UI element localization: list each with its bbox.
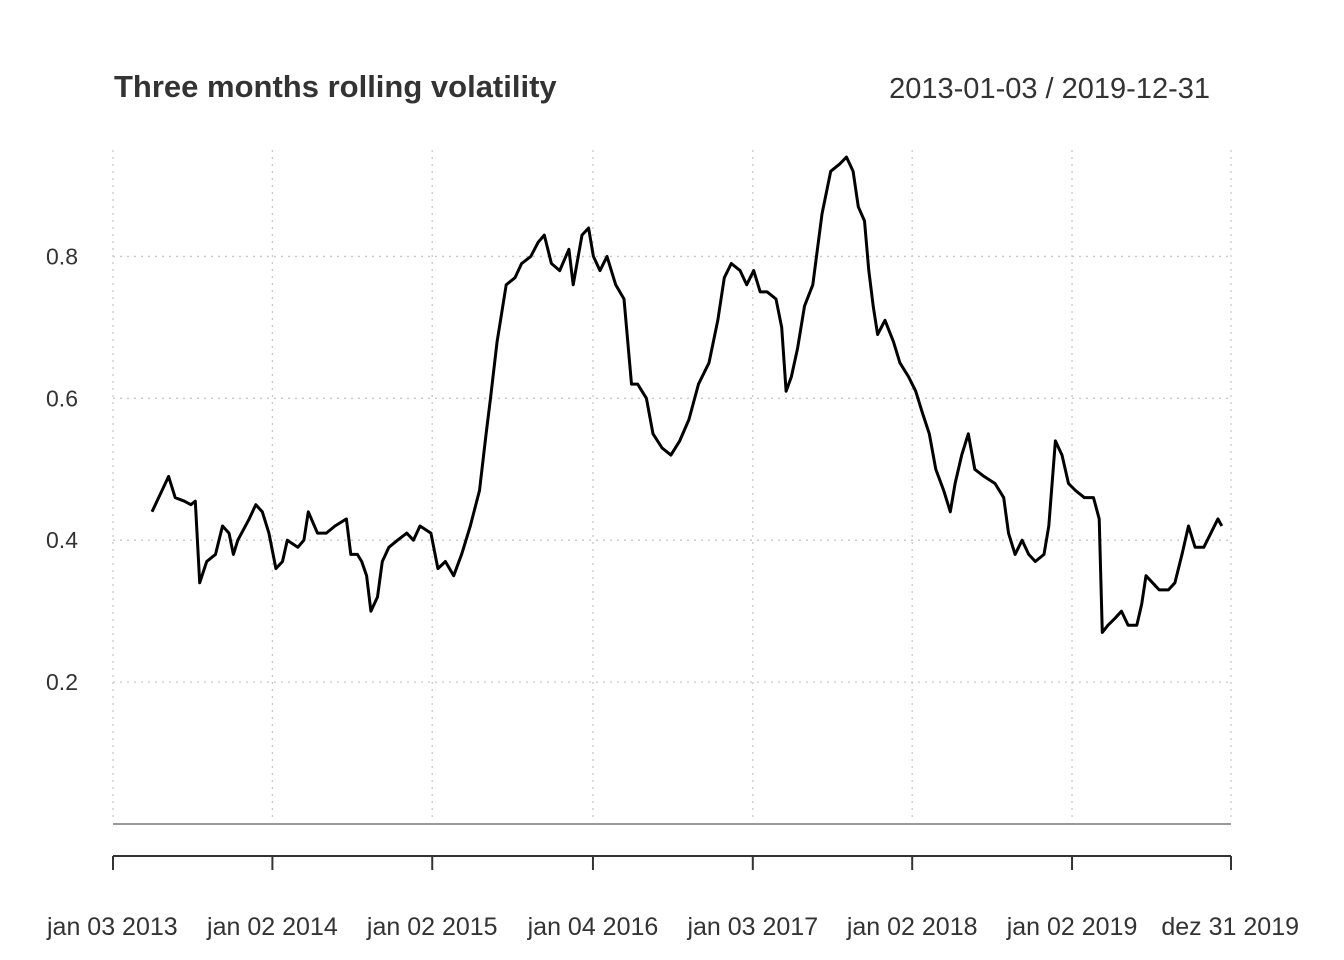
chart-title: Three months rolling volatility [114,69,557,104]
x-tick-label: jan 02 2018 [846,913,978,941]
x-tick-label: dez 31 2019 [1161,913,1299,941]
y-tick-label: 0.6 [46,385,78,411]
x-tick-label: jan 04 2016 [527,913,659,941]
y-axis: 0.2 0.4 0.6 0.8 [46,243,78,695]
y-tick-label: 0.4 [46,527,78,553]
series [150,155,1224,634]
grid [112,150,1232,822]
x-tick-label: jan 02 2014 [206,913,338,941]
x-axis: jan 03 2013 jan 02 2014 jan 02 2015 jan 04 … [46,855,1299,941]
x-tick-label: jan 03 2013 [46,913,178,941]
x-tick-label: jan 02 2019 [1006,913,1138,941]
x-tick-label: jan 03 2017 [686,913,818,941]
y-tick-label: 0.8 [46,243,78,269]
y-tick-label: 0.2 [46,669,78,695]
series-line-volatility [150,155,1224,634]
x-tick-label: jan 02 2015 [366,913,498,941]
date-range-label: 2013-01-03 / 2019-12-31 [889,73,1210,105]
